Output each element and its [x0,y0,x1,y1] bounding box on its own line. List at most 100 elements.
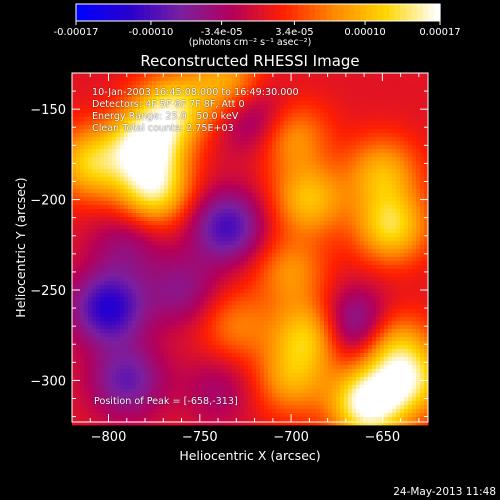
heatmap-cell [196,193,201,198]
heatmap-cell [204,273,209,278]
heatmap-cell [336,97,341,102]
heatmap-cell [324,177,329,182]
heatmap-cell [164,77,169,82]
heatmap-cell [364,249,369,254]
heatmap-cell [264,77,269,82]
heatmap-cell [176,125,181,130]
heatmap-cell [288,233,293,238]
heatmap-cell [216,213,221,218]
heatmap-cell [316,261,321,266]
heatmap-cell [252,81,257,86]
heatmap-cell [416,193,421,198]
heatmap-cell [408,81,413,86]
colorbar-segment [297,4,305,21]
colorbar-segment [331,4,339,21]
heatmap-cell [116,85,121,90]
heatmap-cell [364,197,369,202]
heatmap-cell [132,209,137,214]
heatmap-cell [208,173,213,178]
heatmap-cell [400,73,405,78]
heatmap-cell [104,109,109,114]
heatmap-cell [348,145,353,150]
heatmap-cell [380,277,385,282]
heatmap-cell [340,189,345,194]
heatmap-cell [192,229,197,234]
heatmap-cell [228,145,233,150]
heatmap-cell [140,189,145,194]
heatmap-cell [84,157,89,162]
heatmap-cell [220,181,225,186]
heatmap-cell [364,261,369,266]
heatmap-cell [136,273,141,278]
heatmap-cell [396,85,401,90]
heatmap-cell [352,77,357,82]
heatmap-cell [168,117,173,122]
heatmap-cell [400,157,405,162]
heatmap-cell [392,149,397,154]
heatmap-cell [372,93,377,98]
heatmap-cell [232,117,237,122]
heatmap-cell [148,77,153,82]
heatmap-cell [148,257,153,262]
heatmap-cell [108,237,113,242]
heatmap-cell [300,169,305,174]
heatmap-cell [80,233,85,238]
heatmap-cell [72,277,77,282]
heatmap-cell [232,281,237,286]
heatmap-cell [400,209,405,214]
heatmap-cell [208,85,213,90]
heatmap-cell [408,257,413,262]
heatmap-cell [288,265,293,270]
heatmap-cell [228,81,233,86]
heatmap-cell [408,149,413,154]
heatmap-cell [276,141,281,146]
heatmap-cell [236,221,241,226]
heatmap-cell [236,265,241,270]
heatmap-cell [180,141,185,146]
heatmap-cell [392,285,397,290]
heatmap-cell [180,97,185,102]
heatmap-cell [372,125,377,130]
heatmap-cell [140,241,145,246]
heatmap-cell [380,253,385,258]
heatmap-cell [104,173,109,178]
heatmap-cell [172,245,177,250]
heatmap-cell [244,197,249,202]
colorbar-segment [275,4,282,21]
heatmap-cell [164,121,169,126]
heatmap-cell [120,293,125,298]
heatmap-cell [308,197,313,202]
heatmap-cell [344,249,349,254]
heatmap-cell [328,169,333,174]
heatmap-cell [160,137,165,142]
heatmap-cell [272,137,277,142]
heatmap-cell [88,213,93,218]
heatmap-cell [196,97,201,102]
heatmap-cell [72,241,77,246]
heatmap-cell [284,257,289,262]
heatmap-cell [204,289,209,294]
heatmap-cell [200,265,205,270]
heatmap-cell [420,189,425,194]
heatmap-cell [136,249,141,254]
heatmap-cell [388,85,393,90]
heatmap-cell [160,237,165,242]
heatmap-cell [172,249,177,254]
heatmap-cell [152,253,157,258]
heatmap-cell [136,145,141,150]
heatmap-cell [144,285,149,290]
heatmap-cell [380,153,385,158]
heatmap-cell [272,77,277,82]
heatmap-cell [188,117,193,122]
heatmap-cell [296,101,301,106]
heatmap-cell [416,73,421,78]
heatmap-cell [116,105,121,110]
heatmap-cell [348,213,353,218]
heatmap-cell [352,85,357,90]
heatmap-cell [316,245,321,250]
heatmap-cell [252,93,257,98]
heatmap-cell [176,77,181,82]
heatmap-cell [232,213,237,218]
heatmap-cell [152,193,157,198]
heatmap-cell [276,277,281,282]
